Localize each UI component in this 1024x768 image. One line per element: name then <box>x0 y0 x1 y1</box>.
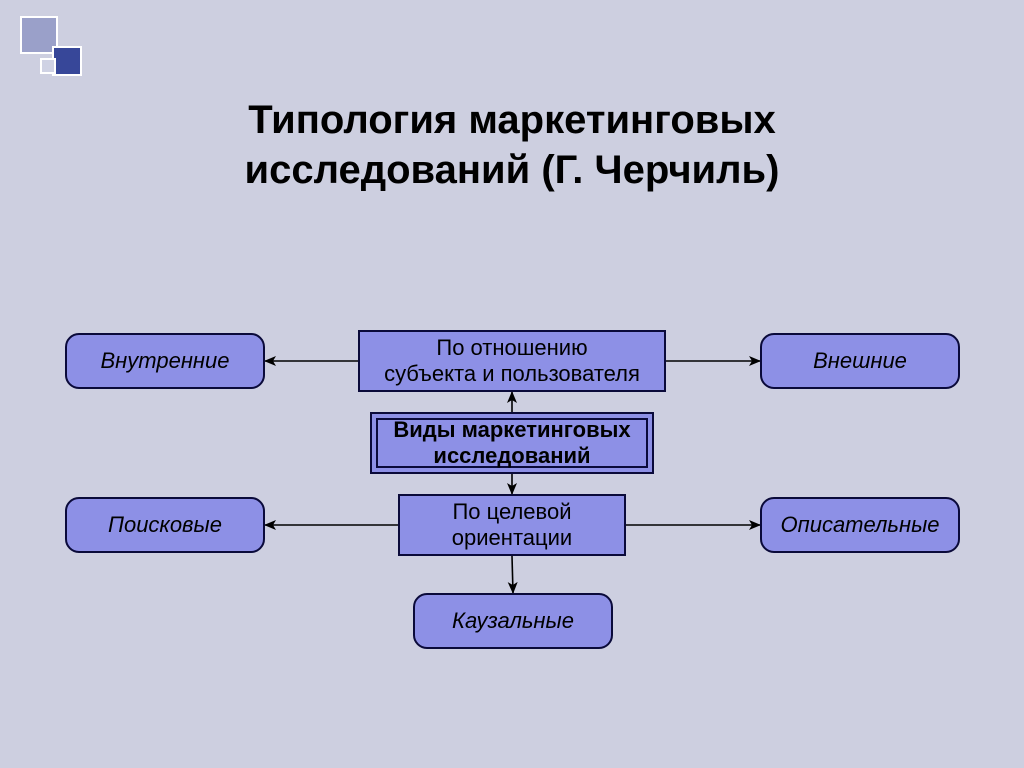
slide: Типология маркетинговых исследований (Г.… <box>0 0 1024 768</box>
node-descriptive: Описательные <box>760 497 960 553</box>
arrow-by_goal-to-causal <box>512 556 513 593</box>
node-external: Внешние <box>760 333 960 389</box>
node-center: Виды маркетинговыхисследований <box>370 412 654 474</box>
node-by-subject: По отношениюсубъекта и пользователя <box>358 330 666 392</box>
node-search: Поисковые <box>65 497 265 553</box>
corner-square-small <box>40 58 56 74</box>
corner-square-mid <box>52 46 82 76</box>
title-line-1: Типология маркетинговых <box>248 98 776 142</box>
title-line-2: исследований (Г. Черчиль) <box>245 148 780 192</box>
corner-decoration <box>20 16 90 86</box>
node-causal: Каузальные <box>413 593 613 649</box>
node-by-goal: По целевойориентации <box>398 494 626 556</box>
node-internal: Внутренние <box>65 333 265 389</box>
page-title: Типология маркетинговых исследований (Г.… <box>0 95 1024 195</box>
